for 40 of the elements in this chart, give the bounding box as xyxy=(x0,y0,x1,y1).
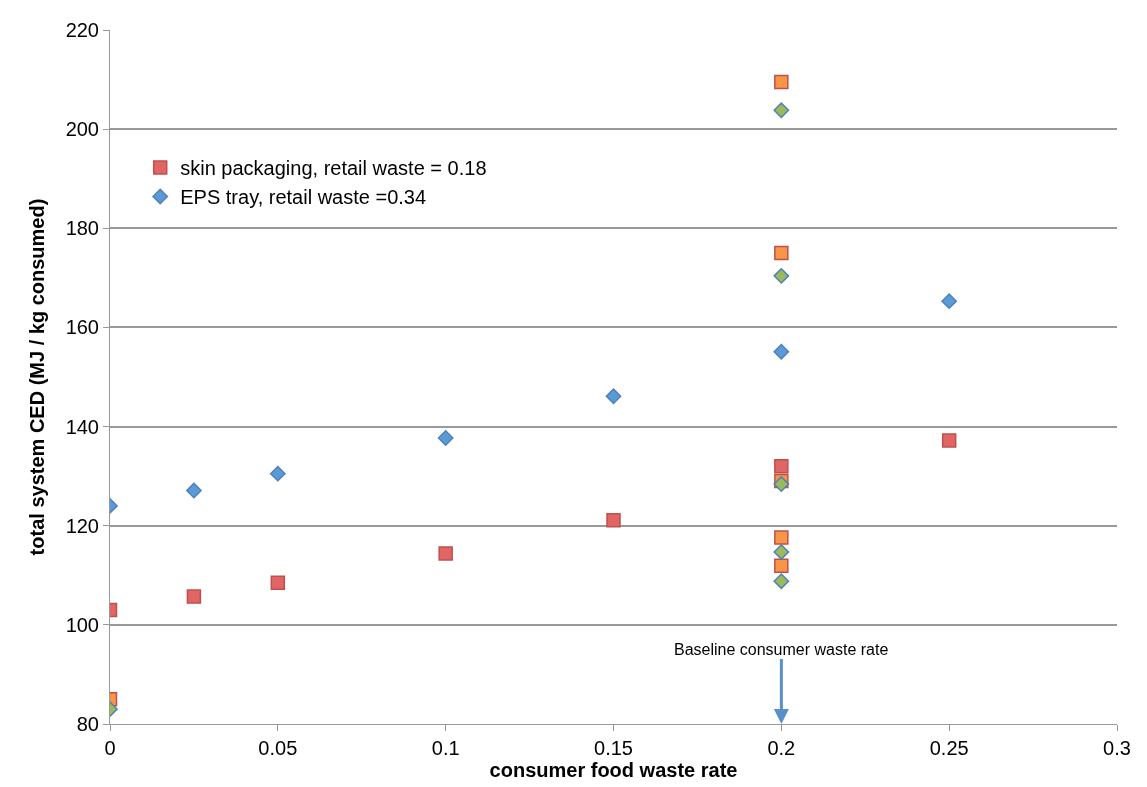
point xyxy=(773,102,790,119)
point xyxy=(774,74,789,90)
y-axis-title: total system CED (MJ / kg consumed) xyxy=(26,198,49,556)
annotation: Baseline consumer waste rate xyxy=(674,641,889,658)
y-tick-label: 80 xyxy=(76,713,99,735)
y-tick-label: 180 xyxy=(65,217,99,240)
point xyxy=(606,513,621,528)
x-tick-label: 0.2 xyxy=(767,737,796,759)
legend-label: EPS tray, retail waste =0.34 xyxy=(180,186,427,209)
point xyxy=(270,575,286,590)
point xyxy=(438,546,453,561)
y-tick-label: 140 xyxy=(65,415,99,438)
x-tick-label: 0.05 xyxy=(258,737,298,759)
x-tick-label: 0.25 xyxy=(929,737,969,759)
point xyxy=(773,343,790,360)
y-tick-label: 160 xyxy=(65,316,99,339)
point xyxy=(186,589,202,604)
point xyxy=(269,465,286,482)
x-tick-label: 0.15 xyxy=(594,737,633,759)
point xyxy=(186,482,202,499)
point xyxy=(605,388,622,405)
y-tick-label: 120 xyxy=(65,514,99,537)
point xyxy=(774,245,789,261)
legend-label: skin packaging, retail waste = 0.18 xyxy=(180,157,487,180)
y-tick-label: 100 xyxy=(65,613,99,636)
y-tick-label: 220 xyxy=(65,19,99,41)
x-tick-label: 0 xyxy=(104,737,116,759)
x-tick-label: 0.1 xyxy=(431,737,460,759)
point xyxy=(773,573,790,590)
point xyxy=(773,544,790,560)
point xyxy=(437,430,454,446)
x-tick-label: 0.3 xyxy=(1103,737,1131,759)
point xyxy=(774,530,789,545)
point xyxy=(941,293,958,310)
point xyxy=(774,558,789,574)
point xyxy=(941,433,957,448)
y-tick-label: 200 xyxy=(65,118,99,141)
point xyxy=(774,458,789,474)
x-axis-title: consumer food waste rate xyxy=(489,759,738,781)
point xyxy=(773,267,790,284)
